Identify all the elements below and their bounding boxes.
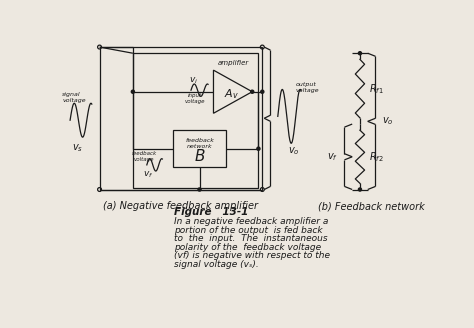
Text: input
voltage: input voltage	[185, 93, 205, 104]
Text: portion of the output  is fed back: portion of the output is fed back	[174, 226, 323, 235]
Text: (b) Feedback network: (b) Feedback network	[318, 201, 425, 211]
Text: output
voltage: output voltage	[296, 82, 319, 92]
Text: signal
voltage: signal voltage	[63, 92, 86, 103]
Text: In a negative feedback amplifier a: In a negative feedback amplifier a	[174, 217, 328, 226]
Text: (vf) is negative with respect to the: (vf) is negative with respect to the	[174, 251, 330, 260]
Text: $v_i$: $v_i$	[189, 76, 198, 86]
Text: $v_f$: $v_f$	[327, 151, 338, 163]
Circle shape	[198, 188, 201, 191]
Text: feedback
network: feedback network	[185, 138, 214, 149]
Text: $R_{f1}$: $R_{f1}$	[369, 82, 384, 95]
Text: signal voltage (vₛ).: signal voltage (vₛ).	[174, 259, 259, 269]
Text: $v_s$: $v_s$	[72, 142, 82, 154]
Text: $v_o$: $v_o$	[288, 146, 299, 157]
Text: $A_v$: $A_v$	[224, 87, 239, 101]
Circle shape	[358, 188, 362, 191]
Text: Figure   13-1: Figure 13-1	[174, 207, 248, 217]
Bar	[173, 130, 226, 167]
Bar	[133, 53, 258, 188]
Circle shape	[257, 147, 260, 150]
Text: polarity of the  feedback voltage: polarity of the feedback voltage	[174, 243, 321, 252]
Text: $B$: $B$	[194, 148, 205, 164]
Text: amplifier: amplifier	[217, 60, 248, 66]
Bar	[100, 47, 262, 190]
Text: $R_{f2}$: $R_{f2}$	[369, 150, 384, 164]
Text: feedback
voltage: feedback voltage	[131, 151, 156, 162]
Text: $v_o$: $v_o$	[382, 115, 393, 127]
Text: to  the  input.  The  instantaneous: to the input. The instantaneous	[174, 234, 328, 243]
Circle shape	[251, 90, 254, 93]
Text: $v_f$: $v_f$	[143, 170, 154, 180]
Circle shape	[131, 90, 135, 93]
Circle shape	[261, 90, 264, 93]
Text: (a) Negative feedback amplifier: (a) Negative feedback amplifier	[103, 201, 258, 211]
Circle shape	[358, 52, 362, 55]
